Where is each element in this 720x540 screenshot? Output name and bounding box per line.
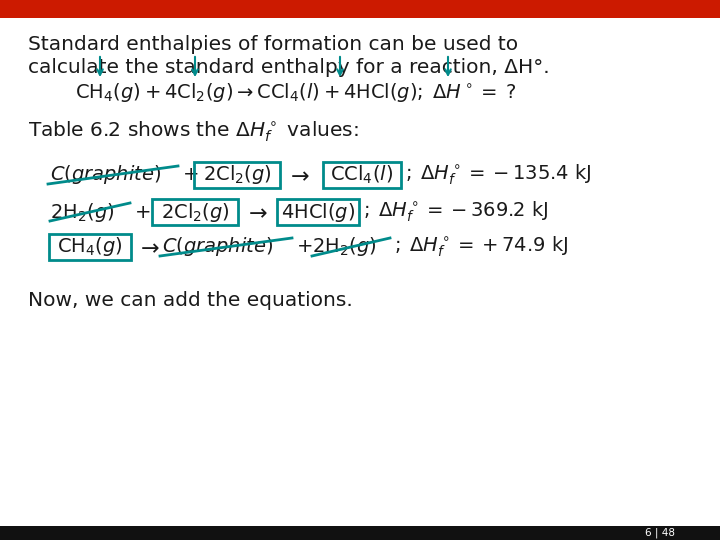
Text: calculate the standard enthalpy for a reaction, ΔH°.: calculate the standard enthalpy for a re… — [28, 58, 549, 77]
Text: $\mathrm{CCl_4}(\mathit{l})$: $\mathrm{CCl_4}(\mathit{l})$ — [330, 164, 394, 186]
Bar — [152, 199, 238, 225]
Bar — [0, 526, 720, 540]
Text: $\rightarrow$: $\rightarrow$ — [286, 165, 310, 185]
Text: $\mathrm{CH_4}(g) + 4\mathrm{Cl_2}(g) \rightarrow \mathrm{CCl_4}(\mathit{l}) + 4: $\mathrm{CH_4}(g) + 4\mathrm{Cl_2}(g) \r… — [75, 80, 516, 104]
Text: Standard enthalpies of formation can be used to: Standard enthalpies of formation can be … — [28, 35, 518, 54]
Text: $+$: $+$ — [134, 202, 150, 221]
Text: $\mathit{C(graphite)}$: $\mathit{C(graphite)}$ — [50, 164, 161, 186]
Bar — [323, 162, 401, 188]
Bar — [49, 234, 131, 260]
Text: $;\;\Delta H_f^\circ = +74.9\ \mathrm{kJ}$: $;\;\Delta H_f^\circ = +74.9\ \mathrm{kJ… — [394, 235, 568, 259]
Bar — [194, 162, 280, 188]
Text: $\mathrm{2H_2}(g)$: $\mathrm{2H_2}(g)$ — [50, 200, 114, 224]
Text: $\mathrm{2Cl_2}(g)$: $\mathrm{2Cl_2}(g)$ — [161, 200, 230, 224]
Text: $+$: $+$ — [182, 165, 199, 185]
Text: $\mathrm{4HCl}(g)$: $\mathrm{4HCl}(g)$ — [281, 200, 355, 224]
Text: 6 | 48: 6 | 48 — [645, 528, 675, 538]
Text: Table 6.2 shows the $\Delta H_f^\circ$ values:: Table 6.2 shows the $\Delta H_f^\circ$ v… — [28, 120, 359, 144]
Bar — [277, 199, 359, 225]
Text: $;\;\Delta H_f^\circ = -135.4\ \mathrm{kJ}$: $;\;\Delta H_f^\circ = -135.4\ \mathrm{k… — [405, 163, 592, 187]
Text: $\mathrm{2H_2}(g)$: $\mathrm{2H_2}(g)$ — [312, 235, 377, 259]
Text: $\mathit{C(graphite)}$: $\mathit{C(graphite)}$ — [162, 235, 274, 259]
Text: $\rightarrow$: $\rightarrow$ — [244, 202, 268, 222]
Text: $\mathrm{2Cl_2}(g)$: $\mathrm{2Cl_2}(g)$ — [202, 164, 271, 186]
Text: $;\;\Delta H_f^\circ = -369.2\ \mathrm{kJ}$: $;\;\Delta H_f^\circ = -369.2\ \mathrm{k… — [363, 200, 549, 224]
Bar — [0, 0, 720, 18]
Text: $\mathrm{CH_4}(g)$: $\mathrm{CH_4}(g)$ — [57, 235, 123, 259]
Text: $+$: $+$ — [296, 238, 312, 256]
Text: $\rightarrow$: $\rightarrow$ — [136, 237, 160, 257]
Text: Now, we can add the equations.: Now, we can add the equations. — [28, 291, 353, 309]
